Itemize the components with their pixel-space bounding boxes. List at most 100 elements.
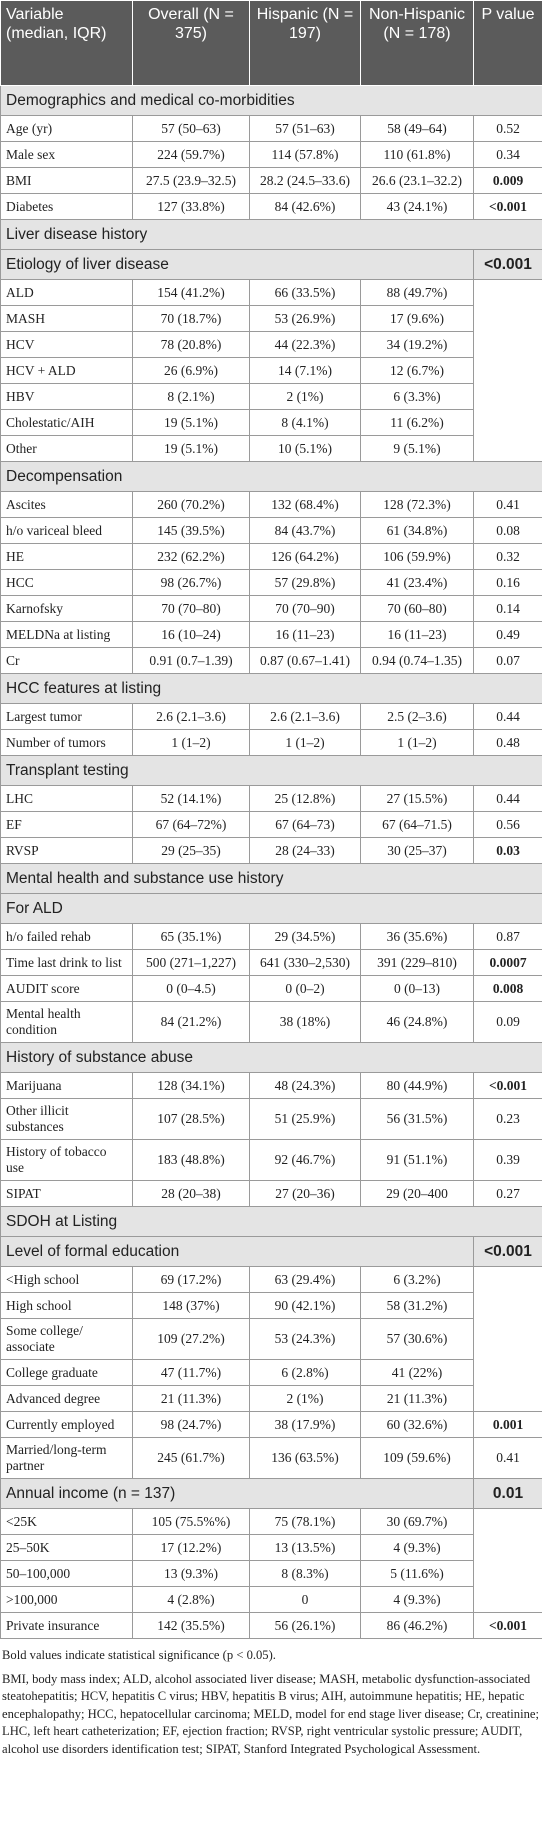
data-row: h/o failed rehab 65 (35.1%) 29 (34.5%) 36 (… [0, 923, 542, 950]
row-label: Advanced degree [0, 1385, 133, 1412]
cell: 154 (41.2%) [132, 279, 250, 306]
cell: 13 (13.5%) [249, 1534, 361, 1561]
p-value: 0.41 [473, 491, 542, 518]
cell: 70 (60–80) [360, 595, 474, 622]
cell: 136 (63.5%) [249, 1437, 361, 1479]
section-p-value: <0.001 [473, 1236, 542, 1267]
data-row: Karnofsky 70 (70–80) 70 (70–90) 70 (60–80) 0… [0, 595, 542, 622]
data-row: ALD 154 (41.2%) 66 (33.5%) 88 (49.7%) [0, 279, 542, 462]
cell: 1 (1–2) [360, 729, 474, 756]
data-row: College graduate 47 (11.7%) 6 (2.8%) 41 (22… [0, 1359, 542, 1386]
data-row: HCC 98 (26.7%) 57 (29.8%) 41 (23.4%) 0.16 [0, 569, 542, 596]
row-label: Ascites [0, 491, 133, 518]
p-value: 0.09 [473, 1001, 542, 1043]
cell: 41 (23.4%) [360, 569, 474, 596]
data-row: Male sex 224 (59.7%) 114 (57.8%) 110 (61.8%… [0, 141, 542, 168]
row-label: Married/long-term partner [0, 1437, 133, 1479]
data-row: Currently employed 98 (24.7%) 38 (17.9%) 60… [0, 1411, 542, 1438]
cell: 10 (5.1%) [249, 435, 361, 462]
section-row: Etiology of liver disease <0.001 [0, 249, 542, 280]
data-row: HBV 8 (2.1%) 2 (1%) 6 (3.3%) [0, 383, 542, 410]
cell: 56 (26.1%) [249, 1612, 361, 1639]
cell: 26.6 (23.1–32.2) [360, 167, 474, 194]
cell: 13 (9.3%) [132, 1560, 250, 1587]
merged-p-cell [473, 279, 542, 462]
cell: 17 (9.6%) [360, 305, 474, 332]
row-label: SIPAT [0, 1180, 133, 1207]
cell: 2 (1%) [249, 1385, 361, 1412]
cell: 391 (229–810) [360, 949, 474, 976]
cell: 28 (20–38) [132, 1180, 250, 1207]
p-value: 0.16 [473, 569, 542, 596]
data-row: HCV + ALD 26 (6.9%) 14 (7.1%) 12 (6.7%) [0, 357, 542, 384]
cell: 641 (330–2,530) [249, 949, 361, 976]
cell: 8 (2.1%) [132, 383, 250, 410]
cell: 105 (75.5%%) [132, 1508, 250, 1535]
data-row: Other illicit substances 107 (28.5%) 51 (2… [0, 1098, 542, 1140]
section-p-value: 0.01 [473, 1478, 542, 1509]
row-label: ALD [0, 279, 133, 306]
cell: 56 (31.5%) [360, 1098, 474, 1140]
cell: 65 (35.1%) [132, 923, 250, 950]
row-label: Marijuana [0, 1072, 133, 1099]
row-label: HCV + ALD [0, 357, 133, 384]
cell: 27 (20–36) [249, 1180, 361, 1207]
p-value: <0.001 [473, 1072, 542, 1099]
row-label: 25–50K [0, 1534, 133, 1561]
cell: 4 (9.3%) [360, 1586, 474, 1613]
row-label: Time last drink to list [0, 949, 133, 976]
cell: 500 (271–1,227) [132, 949, 250, 976]
data-row: Ascites 260 (70.2%) 132 (68.4%) 128 (72.3%)… [0, 491, 542, 518]
row-label: Largest tumor [0, 703, 133, 730]
cell: 48 (24.3%) [249, 1072, 361, 1099]
section-title: For ALD [0, 893, 542, 924]
p-value: 0.23 [473, 1098, 542, 1140]
data-row: Cholestatic/AIH 19 (5.1%) 8 (4.1%) 11 (6.2%… [0, 409, 542, 436]
cell: 19 (5.1%) [132, 409, 250, 436]
cell: 2.6 (2.1–3.6) [249, 703, 361, 730]
row-label: <High school [0, 1266, 133, 1293]
cell: 57 (30.6%) [360, 1318, 474, 1360]
row-label: RVSP [0, 837, 133, 864]
cell: 14 (7.1%) [249, 357, 361, 384]
p-value: 0.49 [473, 621, 542, 648]
p-value: 0.009 [473, 167, 542, 194]
cell: 110 (61.8%) [360, 141, 474, 168]
cell: 0 [249, 1586, 361, 1613]
p-value: <0.001 [473, 1612, 542, 1639]
cell: 80 (44.9%) [360, 1072, 474, 1099]
cell: 52 (14.1%) [132, 785, 250, 812]
data-row: Advanced degree 21 (11.3%) 2 (1%) 21 (11.3%… [0, 1385, 542, 1412]
cell: 98 (26.7%) [132, 569, 250, 596]
data-row: EF 67 (64–72%) 67 (64–73) 67 (64–71.5) 0.56 [0, 811, 542, 838]
cell: 91 (51.1%) [360, 1139, 474, 1181]
cell: 114 (57.8%) [249, 141, 361, 168]
cell: 51 (25.9%) [249, 1098, 361, 1140]
cell: 25 (12.8%) [249, 785, 361, 812]
cell: 4 (9.3%) [360, 1534, 474, 1561]
cell: 63 (29.4%) [249, 1266, 361, 1293]
cell: 142 (35.5%) [132, 1612, 250, 1639]
p-value: 0.27 [473, 1180, 542, 1207]
section-row: Demographics and medical co-morbidities [0, 85, 542, 116]
cell: 21 (11.3%) [360, 1385, 474, 1412]
cell: 58 (31.2%) [360, 1292, 474, 1319]
cell: 6 (3.2%) [360, 1266, 474, 1293]
data-row: History of tobacco use 183 (48.8%) 92 (46.… [0, 1139, 542, 1181]
cell: 16 (10–24) [132, 621, 250, 648]
data-row: h/o variceal bleed 145 (39.5%) 84 (43.7%) 6… [0, 517, 542, 544]
cell: 148 (37%) [132, 1292, 250, 1319]
p-value: 0.56 [473, 811, 542, 838]
cell: 67 (64–73) [249, 811, 361, 838]
cell: 53 (26.9%) [249, 305, 361, 332]
p-value: 0.001 [473, 1411, 542, 1438]
row-label: BMI [0, 167, 133, 194]
row-label: High school [0, 1292, 133, 1319]
cell: 57 (50–63) [132, 115, 250, 142]
row-label: h/o variceal bleed [0, 517, 133, 544]
cell: 53 (24.3%) [249, 1318, 361, 1360]
cell: 38 (18%) [249, 1001, 361, 1043]
data-row: Private insurance 142 (35.5%) 56 (26.1%) 86… [0, 1612, 542, 1639]
cell: 27 (15.5%) [360, 785, 474, 812]
cell: 126 (64.2%) [249, 543, 361, 570]
